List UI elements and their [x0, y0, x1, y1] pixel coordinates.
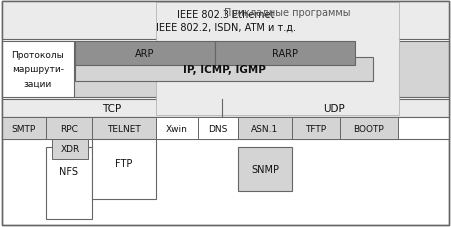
- Text: XDR: XDR: [60, 145, 80, 154]
- Bar: [292, 118, 340, 139]
- Bar: [2, 42, 74, 98]
- Bar: [2, 42, 449, 98]
- Text: BOOTP: BOOTP: [354, 124, 384, 133]
- Text: Прикладные программы: Прикладные программы: [224, 8, 351, 18]
- Bar: [75, 42, 215, 66]
- Text: TCP: TCP: [102, 104, 122, 114]
- Text: ASN.1: ASN.1: [251, 124, 279, 133]
- Text: UDP: UDP: [324, 104, 345, 114]
- Bar: [2, 2, 449, 118]
- Bar: [215, 42, 355, 66]
- Bar: [46, 118, 92, 139]
- Text: Xwin: Xwin: [166, 124, 188, 133]
- Text: зации: зации: [24, 79, 52, 88]
- Text: RARP: RARP: [272, 49, 298, 59]
- Text: ARP: ARP: [135, 49, 155, 59]
- Text: TFTP: TFTP: [305, 124, 327, 133]
- Bar: [340, 118, 398, 139]
- Bar: [75, 58, 373, 82]
- Text: маршрути-: маршрути-: [12, 65, 64, 74]
- Bar: [2, 118, 449, 139]
- Bar: [2, 118, 46, 139]
- Bar: [156, 3, 399, 116]
- Bar: [52, 139, 88, 159]
- Text: DNS: DNS: [208, 124, 228, 133]
- Bar: [46, 147, 92, 219]
- Bar: [92, 118, 156, 139]
- Bar: [198, 118, 238, 139]
- Text: TELNET: TELNET: [107, 124, 141, 133]
- Bar: [156, 118, 198, 139]
- Text: NFS: NFS: [60, 166, 78, 176]
- Text: RPC: RPC: [60, 124, 78, 133]
- Text: IEEE 802.3 Ethernet: IEEE 802.3 Ethernet: [177, 10, 274, 20]
- Bar: [238, 147, 292, 191]
- Text: SNMP: SNMP: [251, 164, 279, 174]
- Text: IP, ICMP, IGMP: IP, ICMP, IGMP: [183, 65, 266, 75]
- Text: FTP: FTP: [115, 158, 133, 168]
- Bar: [2, 2, 449, 40]
- Bar: [92, 139, 156, 199]
- Text: SMTP: SMTP: [12, 124, 36, 133]
- Text: IEEE 802.2, ISDN, ATM и т.д.: IEEE 802.2, ISDN, ATM и т.д.: [156, 22, 295, 32]
- Text: Протоколы: Протоколы: [12, 51, 64, 60]
- Bar: [2, 100, 449, 118]
- Bar: [238, 118, 292, 139]
